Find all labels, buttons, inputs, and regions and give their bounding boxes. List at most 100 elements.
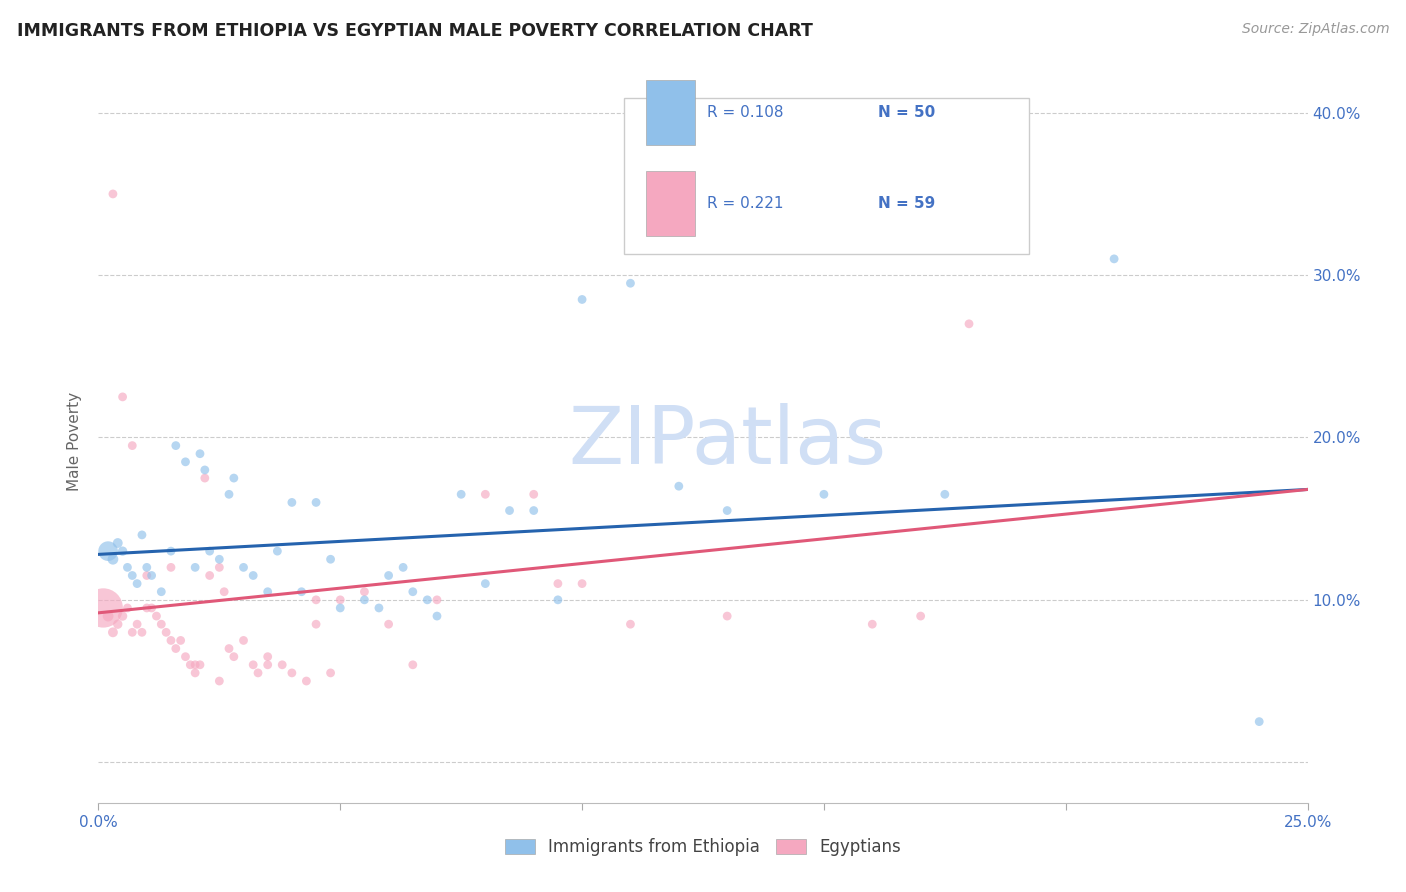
Point <box>101 552 124 566</box>
FancyBboxPatch shape <box>647 80 695 145</box>
Point <box>426 609 449 624</box>
Point <box>218 487 240 501</box>
Point <box>305 592 328 607</box>
Point <box>208 560 231 574</box>
Text: IMMIGRANTS FROM ETHIOPIA VS EGYPTIAN MALE POVERTY CORRELATION CHART: IMMIGRANTS FROM ETHIOPIA VS EGYPTIAN MAL… <box>17 22 813 40</box>
Point <box>242 657 264 672</box>
Point <box>184 657 207 672</box>
Point <box>547 592 569 607</box>
Point <box>1102 252 1125 266</box>
Point <box>117 601 139 615</box>
Point <box>121 568 143 582</box>
Point <box>160 544 183 558</box>
Point <box>160 633 183 648</box>
Point <box>194 471 217 485</box>
Point <box>523 487 546 501</box>
FancyBboxPatch shape <box>624 98 1029 253</box>
Point <box>135 568 157 582</box>
Point <box>222 649 245 664</box>
Point <box>934 487 956 501</box>
Point <box>571 576 593 591</box>
Point <box>426 592 449 607</box>
Point <box>392 560 415 574</box>
Point <box>135 601 157 615</box>
Legend: Immigrants from Ethiopia, Egyptians: Immigrants from Ethiopia, Egyptians <box>498 831 908 863</box>
Point <box>174 649 197 664</box>
Point <box>329 601 352 615</box>
Point <box>716 609 738 624</box>
Point <box>416 592 439 607</box>
Point <box>169 633 191 648</box>
Point <box>107 617 129 632</box>
Point <box>121 439 143 453</box>
Point <box>107 536 129 550</box>
Point <box>256 649 278 664</box>
Point <box>716 503 738 517</box>
Point <box>668 479 690 493</box>
Point <box>131 625 153 640</box>
FancyBboxPatch shape <box>647 170 695 235</box>
Point <box>619 277 641 291</box>
Point <box>208 673 231 688</box>
Point <box>813 487 835 501</box>
Text: N = 50: N = 50 <box>879 105 935 120</box>
Point <box>101 186 124 201</box>
Point <box>188 657 211 672</box>
Point <box>547 576 569 591</box>
Point <box>97 609 120 624</box>
Point <box>571 293 593 307</box>
Point <box>218 641 240 656</box>
Point <box>111 390 134 404</box>
Point <box>188 447 211 461</box>
Point <box>319 552 342 566</box>
Point <box>127 617 149 632</box>
Point <box>266 544 288 558</box>
Point <box>910 609 932 624</box>
Point <box>150 617 173 632</box>
Point <box>232 633 254 648</box>
Point <box>305 617 328 632</box>
Point <box>179 657 201 672</box>
Point <box>242 568 264 582</box>
Point <box>353 592 375 607</box>
Point <box>174 455 197 469</box>
Point <box>208 552 231 566</box>
Point <box>860 617 883 632</box>
Text: R = 0.221: R = 0.221 <box>707 195 783 211</box>
Point <box>474 487 496 501</box>
Point <box>194 463 217 477</box>
Point <box>198 544 221 558</box>
Point <box>402 584 425 599</box>
Point <box>498 503 520 517</box>
Point <box>165 439 187 453</box>
Point <box>1249 714 1271 729</box>
Point <box>121 625 143 640</box>
Point <box>319 665 342 680</box>
Point <box>232 560 254 574</box>
Point <box>111 609 134 624</box>
Text: Source: ZipAtlas.com: Source: ZipAtlas.com <box>1241 22 1389 37</box>
Point <box>91 601 114 615</box>
Point <box>141 601 163 615</box>
Point <box>111 544 134 558</box>
Point <box>135 560 157 574</box>
Text: R = 0.108: R = 0.108 <box>707 105 783 120</box>
Point <box>150 584 173 599</box>
Point <box>212 584 235 599</box>
Point <box>402 657 425 672</box>
Point <box>353 584 375 599</box>
Point <box>145 609 167 624</box>
Point <box>368 601 391 615</box>
Point <box>619 617 641 632</box>
Point <box>290 584 312 599</box>
Point <box>141 568 163 582</box>
Point <box>131 528 153 542</box>
Point <box>271 657 294 672</box>
Text: N = 59: N = 59 <box>879 195 935 211</box>
Point <box>184 560 207 574</box>
Point <box>377 617 399 632</box>
Point <box>256 657 278 672</box>
Point <box>184 665 207 680</box>
Point <box>127 576 149 591</box>
Point <box>295 673 318 688</box>
